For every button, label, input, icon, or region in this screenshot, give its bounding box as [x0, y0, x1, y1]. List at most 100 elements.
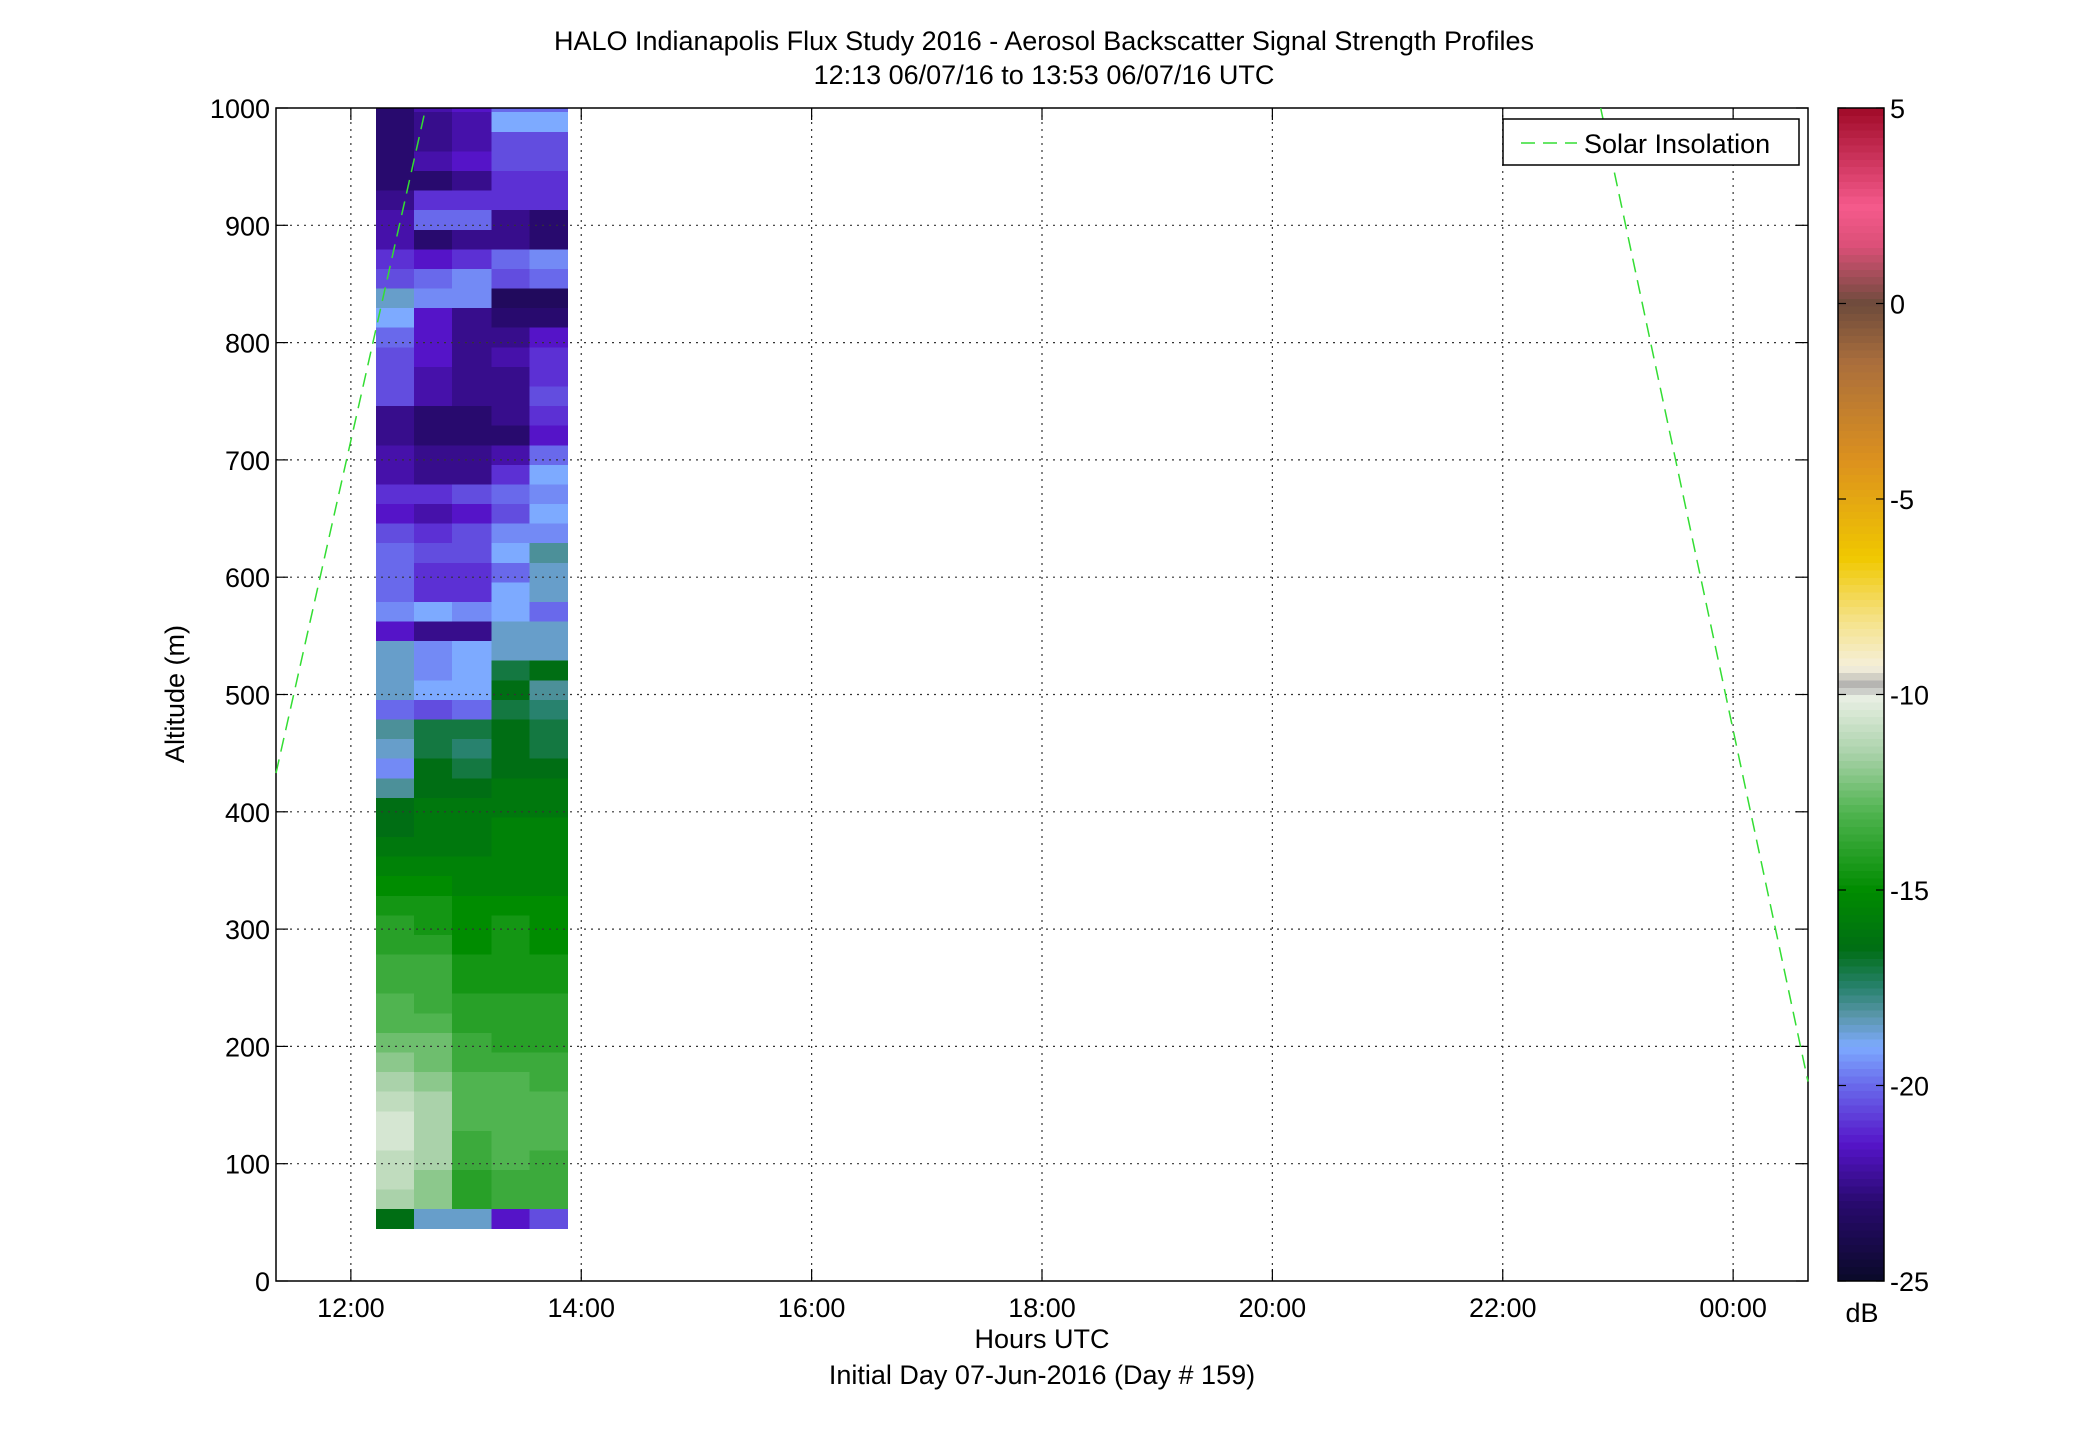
heatmap-cell	[452, 777, 492, 798]
y-axis-label: Altitude (m)	[160, 625, 190, 763]
heatmap-cell	[414, 620, 453, 642]
colorbar-segment	[1838, 320, 1884, 329]
heatmap-cell	[414, 581, 453, 602]
heatmap-cell	[414, 895, 453, 916]
colorbar-segment	[1838, 804, 1884, 813]
heatmap-cell	[376, 581, 415, 602]
heatmap-cell	[452, 856, 492, 877]
colorbar-segment	[1838, 159, 1884, 168]
colorbar-segment	[1838, 643, 1884, 652]
colorbar-segment	[1838, 503, 1884, 512]
colorbar-segment	[1838, 855, 1884, 864]
heatmap-cell	[529, 601, 569, 622]
heatmap-cell	[452, 699, 492, 720]
heatmap-cell	[376, 444, 415, 465]
heatmap-cell	[452, 108, 492, 113]
heatmap-cell	[376, 1012, 415, 1033]
heatmap-cell	[414, 1051, 453, 1073]
heatmap-cell	[491, 1189, 531, 1210]
heatmap-cell	[491, 679, 531, 700]
colorbar-segment	[1838, 1046, 1884, 1055]
heatmap-cell	[529, 108, 569, 113]
heatmap-cell	[491, 131, 531, 152]
heatmap-cell	[414, 836, 453, 857]
heatmap-cell	[452, 718, 492, 740]
heatmap-cell	[529, 327, 569, 348]
colorbar-segment	[1838, 393, 1884, 402]
heatmap-cell	[452, 1130, 492, 1151]
colorbar-segment	[1838, 547, 1884, 556]
colorbar-segment	[1838, 584, 1884, 593]
colorbar-segment	[1838, 481, 1884, 490]
y-tick-label: 400	[225, 798, 270, 828]
heatmap-cell	[414, 777, 453, 798]
colorbar-segment	[1838, 995, 1884, 1004]
colorbar-segment	[1838, 767, 1884, 776]
heatmap-cell	[376, 620, 415, 642]
heatmap-cell	[376, 1051, 415, 1073]
heatmap-cell	[414, 914, 453, 935]
colorbar-segment	[1838, 173, 1884, 182]
heatmap-cell	[452, 836, 492, 857]
colorbar-segment	[1838, 1039, 1884, 1047]
heatmap-cell	[376, 1130, 415, 1151]
colorbar-segment	[1838, 525, 1884, 534]
heatmap-cell	[491, 601, 531, 622]
colorbar-segment	[1838, 797, 1884, 806]
colorbar-segment	[1838, 430, 1884, 439]
heatmap-cell	[529, 287, 569, 309]
heatmap-cell	[414, 1130, 453, 1151]
heatmap-cell	[491, 268, 531, 289]
colorbar-segment	[1838, 437, 1884, 446]
colorbar-segment	[1838, 789, 1884, 798]
colorbar-segment	[1838, 599, 1884, 608]
heatmap-cell	[376, 1149, 415, 1171]
heatmap-cell	[414, 405, 453, 426]
heatmap-cell	[376, 914, 415, 935]
colorbar-segment	[1838, 1178, 1884, 1187]
heatmap-cell	[376, 346, 415, 367]
colorbar-segment	[1838, 327, 1884, 336]
x-axis-label: Hours UTC	[974, 1324, 1109, 1354]
colorbar-segment	[1838, 489, 1884, 498]
colorbar-segment	[1838, 474, 1884, 483]
colorbar-segment	[1838, 1163, 1884, 1172]
heatmap-cell	[452, 934, 492, 955]
heatmap-cell	[414, 1032, 453, 1053]
y-tick-label: 500	[225, 681, 270, 711]
heatmap-cell	[529, 425, 569, 446]
heatmap-cell	[376, 699, 415, 720]
heatmap-cell	[452, 640, 492, 661]
heatmap-cell	[452, 268, 492, 289]
heatmap-cell	[529, 1149, 569, 1171]
colorbar-segment	[1838, 679, 1884, 688]
heatmap-cell	[452, 307, 492, 328]
heatmap-cell	[376, 229, 415, 250]
heatmap-cell	[414, 1208, 453, 1229]
heatmap-cell	[414, 973, 453, 994]
heatmap-cell	[491, 953, 531, 975]
chart-title: HALO Indianapolis Flux Study 2016 - Aero…	[554, 26, 1534, 56]
heatmap-cell	[414, 738, 453, 759]
heatmap-cell	[452, 503, 492, 524]
heatmap-cell	[491, 503, 531, 524]
heatmap-cell	[414, 483, 453, 505]
y-tick-label: 100	[225, 1150, 270, 1180]
y-tick-label: 600	[225, 563, 270, 593]
heatmap-cell	[376, 385, 415, 407]
heatmap-cell	[491, 327, 531, 348]
heatmap-cell	[491, 895, 531, 916]
heatmap-cell	[491, 836, 531, 857]
heatmap-cell	[452, 483, 492, 505]
heatmap-cell	[452, 1149, 492, 1171]
colorbar-segment	[1838, 1031, 1884, 1040]
heatmap-cell	[529, 1091, 569, 1112]
colorbar-segment	[1838, 108, 1884, 116]
heatmap-cell	[529, 1208, 569, 1229]
heatmap-cell	[529, 934, 569, 955]
colorbar-segment	[1838, 1251, 1884, 1260]
heatmap-cell	[529, 1032, 569, 1053]
colorbar-segment	[1838, 1097, 1884, 1106]
legend: Solar Insolation	[1502, 118, 1800, 166]
heatmap-cell	[491, 777, 531, 798]
